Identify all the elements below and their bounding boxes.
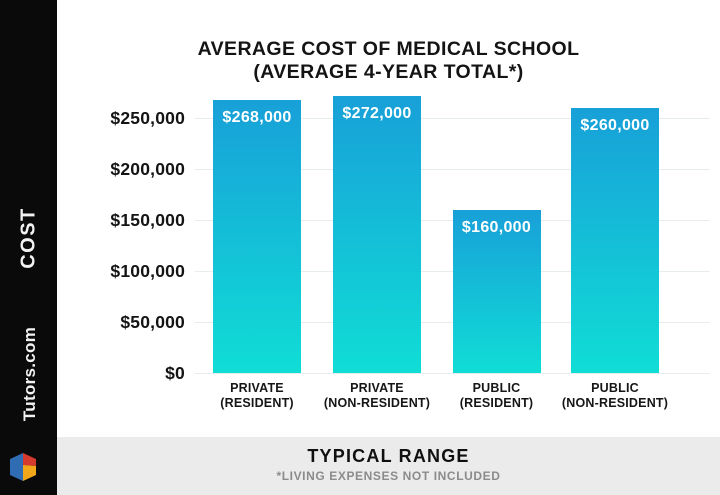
x-axis-label-line2: (RESIDENT) — [459, 396, 534, 410]
x-axis-label-private-resident: PRIVATE (RESIDENT) — [172, 381, 342, 411]
bar-private-non-resident: $272,000 — [333, 95, 421, 373]
tutors-cube-logo-icon — [10, 453, 36, 481]
bar-value-label: $160,000 — [461, 218, 532, 236]
footer-band: TYPICAL RANGE *LIVING EXPENSES NOT INCLU… — [57, 437, 720, 495]
chart-title-line1: AVERAGE COST OF MEDICAL SCHOOL — [197, 38, 580, 61]
y-axis-tick-label: $200,000 — [110, 159, 185, 179]
x-axis-label-private-non-resident: PRIVATE (NON-RESIDENT) — [292, 381, 462, 411]
x-axis-label-line1: PUBLIC — [472, 381, 521, 395]
bar-value-label: $268,000 — [222, 108, 292, 126]
chart-title-line2: (AVERAGE 4-YEAR TOTAL*) — [253, 61, 524, 84]
x-axis-label-line1: PUBLIC — [591, 381, 639, 395]
footer-note: *LIVING EXPENSES NOT INCLUDED — [276, 469, 501, 483]
x-axis-label-public-resident: PUBLIC (RESIDENT) — [412, 381, 582, 411]
y-axis-tick-label: $0 — [165, 363, 185, 383]
bar-private-resident: $268,000 — [213, 99, 301, 373]
bar-public-resident: $160,000 — [452, 209, 541, 373]
gridline — [195, 118, 710, 119]
bar-value-label: $272,000 — [342, 104, 412, 122]
gridline — [195, 169, 710, 170]
y-axis-tick-label: $100,000 — [110, 261, 185, 281]
x-axis-label-line2: (NON-RESIDENT) — [561, 396, 669, 410]
x-axis-label-public-non-resident: PUBLIC (NON-RESIDENT) — [530, 381, 700, 411]
x-axis-label-line2: (NON-RESIDENT) — [323, 396, 431, 410]
y-axis-tick-label: $150,000 — [110, 210, 185, 230]
y-axis-tick-label: $250,000 — [110, 108, 185, 128]
footer-heading: TYPICAL RANGE — [307, 446, 470, 466]
x-axis-label-line2: (RESIDENT) — [220, 396, 294, 410]
sidebar: COST Tutors.com — [0, 0, 57, 495]
x-axis-label-line1: PRIVATE — [350, 381, 404, 395]
bar-public-non-resident: $260,000 — [571, 107, 659, 373]
x-axis-label-line1: PRIVATE — [230, 381, 284, 395]
gridline — [195, 373, 710, 374]
y-axis-tick-label: $50,000 — [120, 312, 185, 332]
bar-value-label: $260,000 — [580, 116, 650, 134]
chart-title: AVERAGE COST OF MEDICAL SCHOOL (AVERAGE 4… — [57, 38, 720, 84]
